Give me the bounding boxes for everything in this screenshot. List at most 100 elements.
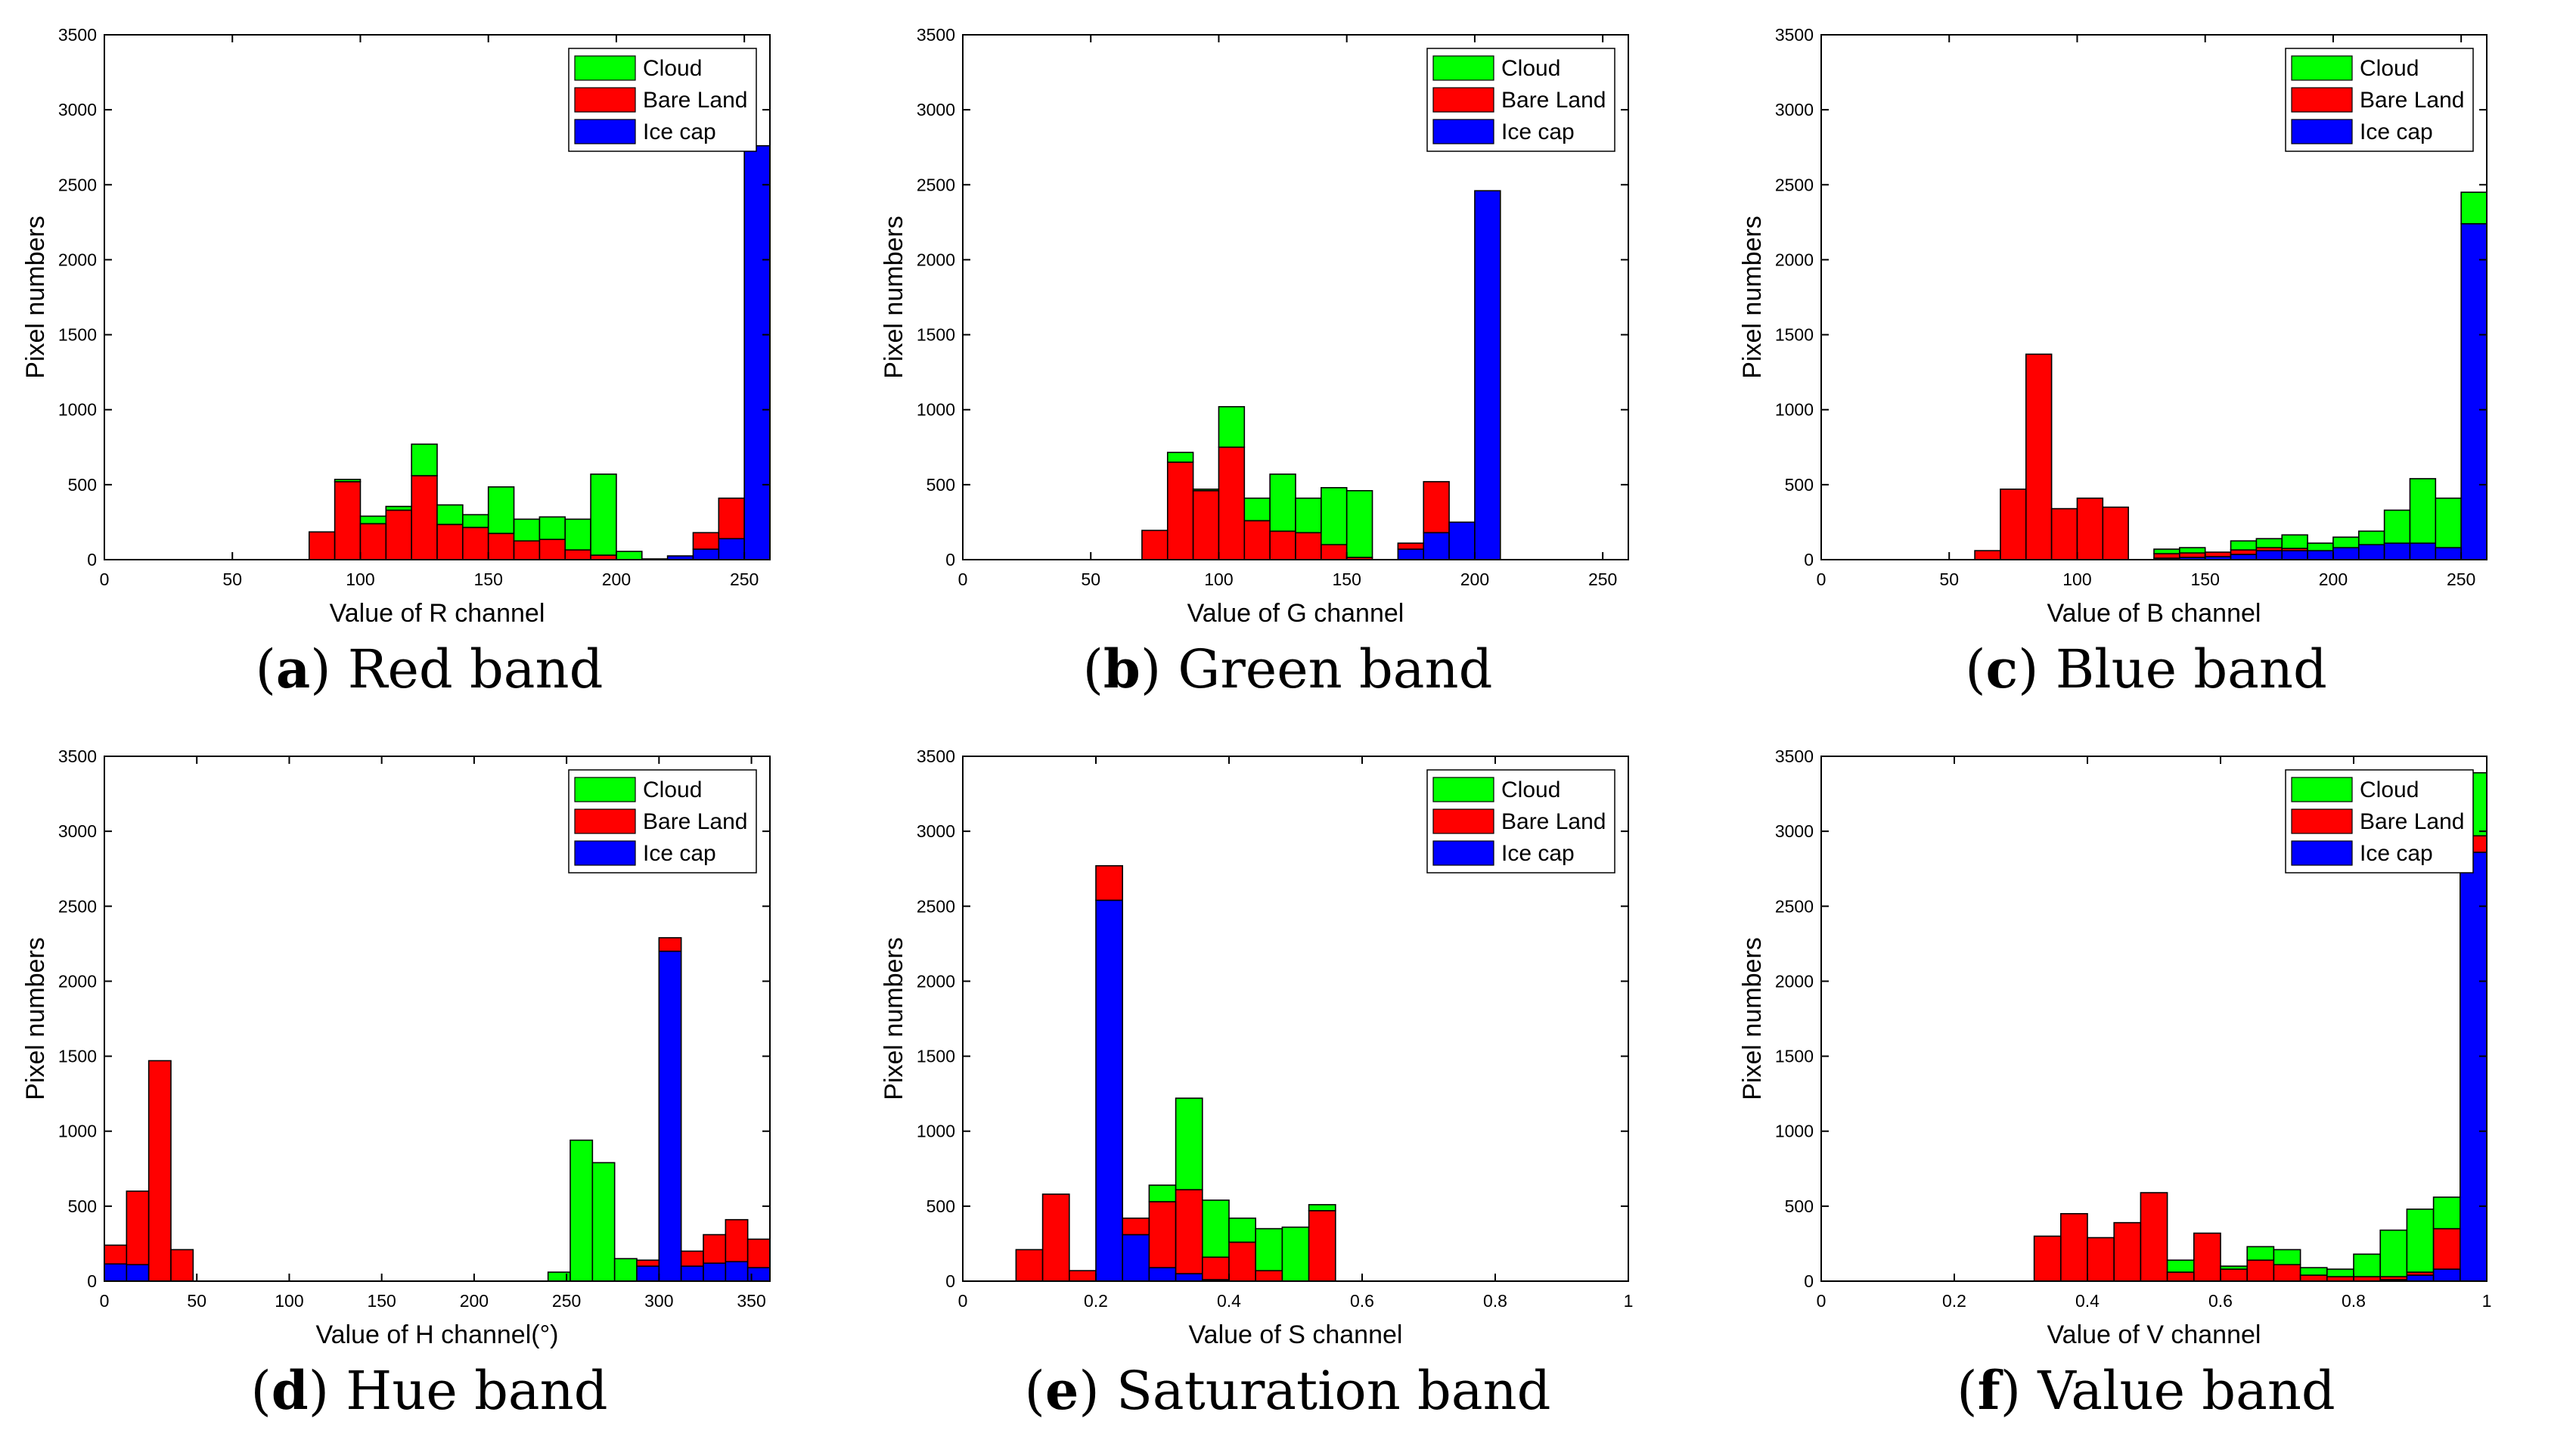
x-tick-label: 1: [2482, 1291, 2492, 1311]
y-tick-label: 500: [1785, 1196, 1814, 1216]
bar-bare-land-1: [334, 481, 362, 560]
bar-ice-cap-14: [2406, 1274, 2435, 1282]
bar-cloud-12: [2281, 534, 2308, 549]
x-tick-label: 100: [1204, 569, 1233, 589]
y-axis-label: Pixel numbers: [880, 937, 908, 1100]
histogram-chart-a: 0 500 1000 1500 2000 2500 3000 3500 0 50 100 150 200…: [21, 25, 771, 628]
bar-cloud-10: [2299, 1267, 2328, 1276]
x-tick-label: 0.2: [1084, 1291, 1108, 1311]
bars: [104, 937, 771, 1282]
legend-swatch-cloud: [574, 777, 636, 802]
bar-bare-land-15: [2432, 1227, 2461, 1270]
legend-label-cloud: Cloud: [2360, 56, 2419, 81]
bar-bare-land-1: [2059, 1212, 2088, 1282]
caption-text: Hue band: [329, 1360, 608, 1422]
bar-cloud-13: [2307, 542, 2334, 551]
bar-bare-land-7: [1321, 544, 1348, 560]
bar-bare-land-0: [1141, 529, 1169, 560]
chart-panel-c: 0 500 1000 1500 2000 2500 3000 3500 0 50 100 150 200…: [1717, 0, 2575, 722]
bar-cloud-6: [1175, 1097, 1203, 1190]
bar-ice-cap-12: [725, 1261, 749, 1282]
axes: 0 500 1000 1500 2000 2500 3000 3500 0 50 100 150 200…: [917, 25, 1629, 589]
bar-cloud-3: [1218, 405, 1246, 448]
bar-bare-land-3: [1218, 446, 1246, 560]
x-tick-label: 0: [1817, 569, 1826, 589]
y-tick-label: 1500: [1775, 1047, 1814, 1066]
y-tick-label: 1500: [58, 1047, 97, 1066]
bar-cloud-12: [616, 551, 643, 560]
bar-bare-land-3: [1095, 864, 1124, 901]
bar-cloud-5: [2166, 1259, 2195, 1273]
bar-ice-cap-15: [692, 548, 720, 560]
histogram-chart-e: 0 500 1000 1500 2000 2500 3000 3500 0 0.2 0.4 0.6 0.…: [880, 746, 1633, 1349]
x-tick-label: 350: [737, 1291, 765, 1311]
x-tick-label: 0: [100, 1291, 110, 1311]
bar-bare-land-6: [1295, 532, 1322, 560]
bar-cloud-7: [2153, 548, 2180, 554]
chart-panel-f: 0 500 1000 1500 2000 2500 3000 3500 0 0.2 0.4 0.6 0.…: [1717, 722, 2575, 1443]
y-tick-label: 3000: [1775, 821, 1814, 841]
bar-ice-cap-10: [2230, 554, 2258, 560]
bar-ice-cap-14: [2332, 547, 2360, 560]
bar-bare-land-6: [2193, 1232, 2221, 1282]
axes: 0 500 1000 1500 2000 2500 3000 3500 0 0.2 0.4 0.6 0.…: [1775, 746, 2492, 1311]
bar-cloud-17: [2409, 478, 2437, 544]
x-tick-label: 150: [474, 569, 503, 589]
bar-bare-land-8: [2179, 552, 2206, 558]
legend: Cloud Bare Land Ice cap: [1426, 769, 1615, 874]
bar-cloud-9: [1255, 1227, 1283, 1271]
bar-bare-land-4: [1243, 520, 1271, 560]
x-tick-label: 50: [1081, 569, 1100, 589]
y-tick-label: 1000: [917, 400, 955, 420]
bar-bare-land-0: [2033, 1235, 2062, 1282]
bar-cloud-19: [2460, 191, 2488, 225]
bar-bare-land-7: [1201, 1256, 1230, 1280]
bar-ice-cap-10: [1397, 548, 1425, 560]
y-tick-label: 500: [926, 1196, 955, 1216]
x-tick-label: 150: [2191, 569, 2220, 589]
bar-bare-land-7: [2153, 553, 2180, 559]
legend-label-bare-land: Bare Land: [643, 88, 747, 113]
bar-cloud-1: [334, 479, 362, 483]
x-tick-label: 200: [460, 1291, 489, 1311]
x-axis-label: Value of G channel: [1187, 599, 1404, 628]
legend: Cloud Bare Land Ice cap: [2285, 769, 2474, 874]
caption-letter: b: [1103, 638, 1141, 700]
bar-cloud-5: [570, 1139, 594, 1282]
caption-letter: c: [1985, 638, 2019, 700]
bar-cloud-8: [1228, 1217, 1257, 1243]
y-tick-label: 1000: [1775, 400, 1814, 420]
bar-bare-land-8: [636, 1259, 660, 1267]
bar-bare-land-5: [2166, 1271, 2195, 1282]
legend-label-bare-land: Bare Land: [1501, 809, 1606, 834]
x-axis-label: Value of R channel: [330, 599, 545, 628]
panel-caption: (e) Saturation band: [1024, 1359, 1551, 1422]
y-tick-label: 1500: [917, 1047, 955, 1066]
y-tick-label: 1000: [917, 1122, 955, 1141]
bar-bare-land-10: [2230, 549, 2258, 555]
bar-bare-land-5: [436, 523, 464, 560]
bars: [1141, 190, 1501, 560]
bar-bare-land-4: [2140, 1192, 2168, 1282]
bar-cloud-7: [1201, 1199, 1230, 1258]
bar-cloud-18: [2435, 497, 2462, 548]
legend-swatch-ice-cap: [2291, 119, 2353, 144]
bar-cloud-15: [2432, 1196, 2461, 1230]
x-tick-label: 300: [644, 1291, 673, 1311]
x-tick-label: 250: [1588, 569, 1617, 589]
panel-caption: (f) Value band: [1957, 1359, 2335, 1422]
bar-ice-cap-1: [126, 1264, 150, 1282]
bar-bare-land-0: [308, 531, 336, 560]
panel-caption: (a) Red band: [255, 638, 604, 700]
bar-bare-land-1: [1041, 1193, 1070, 1282]
x-tick-label: 100: [275, 1291, 303, 1311]
y-tick-label: 3500: [1775, 25, 1814, 45]
bar-cloud-10: [2230, 540, 2258, 551]
bar-bare-land-4: [2076, 497, 2104, 560]
bars: [308, 144, 771, 560]
bar-bare-land-0: [104, 1244, 128, 1265]
y-tick-label: 1000: [58, 1122, 97, 1141]
bar-cloud-14: [2332, 536, 2360, 548]
bar-bare-land-5: [1148, 1201, 1177, 1268]
x-tick-label: 0: [1817, 1291, 1826, 1311]
